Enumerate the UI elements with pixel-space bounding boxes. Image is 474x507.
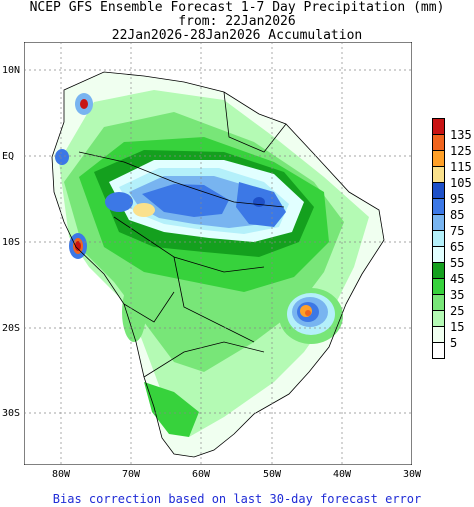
precipitation-map bbox=[24, 42, 412, 465]
legend-label: 65 bbox=[450, 240, 465, 254]
lat-tick-label: 20S bbox=[2, 323, 21, 334]
lat-tick-label: 10N bbox=[2, 65, 21, 76]
legend-swatch bbox=[432, 134, 445, 151]
legend-label: 15 bbox=[450, 320, 465, 334]
legend-label: 55 bbox=[450, 256, 465, 270]
legend-swatch-empty bbox=[432, 342, 445, 359]
lat-tick-label: EQ bbox=[2, 151, 15, 162]
legend-label: 25 bbox=[450, 304, 465, 318]
lon-tick-label: 70W bbox=[121, 469, 141, 480]
legend-label: 5 bbox=[450, 336, 458, 350]
lat-tick-label: 10S bbox=[2, 237, 21, 248]
legend-label: 95 bbox=[450, 192, 465, 206]
legend-swatch bbox=[432, 182, 445, 199]
bias-correction-note: Bias correction based on last 30-day for… bbox=[52, 492, 422, 506]
lon-tick-label: 40W bbox=[332, 469, 352, 480]
legend-label: 115 bbox=[450, 160, 472, 174]
lon-tick-label: 60W bbox=[191, 469, 211, 480]
country-borders bbox=[51, 71, 385, 458]
legend-swatch bbox=[432, 326, 445, 343]
legend-swatch bbox=[432, 150, 445, 167]
legend-swatch bbox=[432, 198, 445, 215]
lon-tick-label: 30W bbox=[402, 469, 422, 480]
legend-label: 135 bbox=[450, 128, 472, 142]
legend-label: 105 bbox=[450, 176, 472, 190]
legend-label: 85 bbox=[450, 208, 465, 222]
forecast-from-date: from: 22Jan2026 bbox=[178, 14, 296, 29]
legend-swatch bbox=[432, 214, 445, 231]
lon-tick-label: 50W bbox=[262, 469, 282, 480]
legend-swatch bbox=[432, 118, 445, 135]
legend-label: 45 bbox=[450, 272, 465, 286]
legend-label: 75 bbox=[450, 224, 465, 238]
legend-swatch bbox=[432, 246, 445, 263]
precipitation-shading bbox=[52, 72, 384, 457]
legend-swatch bbox=[432, 294, 445, 311]
legend-label: 125 bbox=[450, 144, 472, 158]
lat-tick-label: 30S bbox=[2, 408, 21, 419]
legend-swatch bbox=[432, 166, 445, 183]
legend-swatch bbox=[432, 278, 445, 295]
legend-swatch bbox=[432, 310, 445, 327]
legend-swatch bbox=[432, 230, 445, 247]
map-title: NCEP GFS Ensemble Forecast 1-7 Day Preci… bbox=[29, 0, 445, 15]
lat-lon-grid bbox=[24, 42, 412, 465]
lon-tick-label: 80W bbox=[51, 469, 71, 480]
legend-swatch bbox=[432, 262, 445, 279]
accumulation-period: 22Jan2026-28Jan2026 Accumulation bbox=[111, 28, 363, 43]
legend-label: 35 bbox=[450, 288, 465, 302]
